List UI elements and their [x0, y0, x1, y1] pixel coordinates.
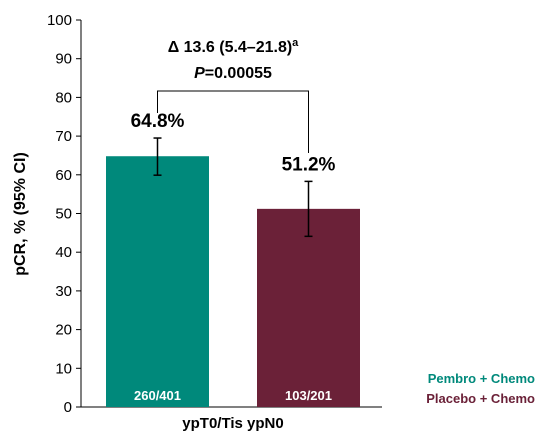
bar: [106, 156, 209, 407]
comparison-bracket: [157, 90, 309, 153]
y-tick-label: 100: [47, 12, 72, 29]
delta-value: Δ 13.6 (5.4–21.8): [168, 39, 292, 56]
y-tick-label: 70: [55, 128, 72, 145]
y-tick-label: 60: [55, 167, 72, 184]
y-tick-label: 20: [55, 322, 72, 339]
legend-entry: Placebo + Chemo: [426, 391, 535, 406]
x-category-label: ypT0/Tis ypN0: [182, 415, 283, 432]
bar-count-label: 260/401: [134, 388, 181, 403]
y-tick-label: 80: [55, 89, 72, 106]
y-tick-label: 40: [55, 244, 72, 261]
bracket-line: [157, 90, 309, 153]
delta-annotation: Δ 13.6 (5.4–21.8)a: [168, 37, 299, 56]
y-tick-label: 10: [55, 360, 72, 377]
delta-superscript: a: [292, 37, 299, 49]
error-bars: [153, 137, 313, 238]
bar: [257, 208, 360, 407]
p-symbol: P: [194, 65, 205, 82]
bar-count-label: 103/201: [285, 388, 332, 403]
y-tick-label: 30: [55, 283, 72, 300]
legend: Pembro + Chemo Placebo + Chemo: [426, 371, 535, 406]
p-value: =0.00055: [205, 65, 272, 82]
bars: 260/401 64.8% 103/201 51.2%: [106, 111, 360, 407]
y-axis-label: pCR, % (95% CI): [12, 152, 29, 276]
y-tick-label: 50: [55, 206, 72, 223]
bar-value-label: 64.8%: [131, 111, 185, 132]
legend-entry: Pembro + Chemo: [428, 371, 535, 386]
bar-value-label: 51.2%: [282, 154, 336, 175]
p-value-annotation: P=0.00055: [194, 65, 272, 82]
y-tick-label: 90: [55, 51, 72, 68]
y-axis: 0 10 20 30 40 50 60 70 80 90 100: [47, 12, 382, 416]
y-tick-label: 0: [64, 399, 72, 416]
